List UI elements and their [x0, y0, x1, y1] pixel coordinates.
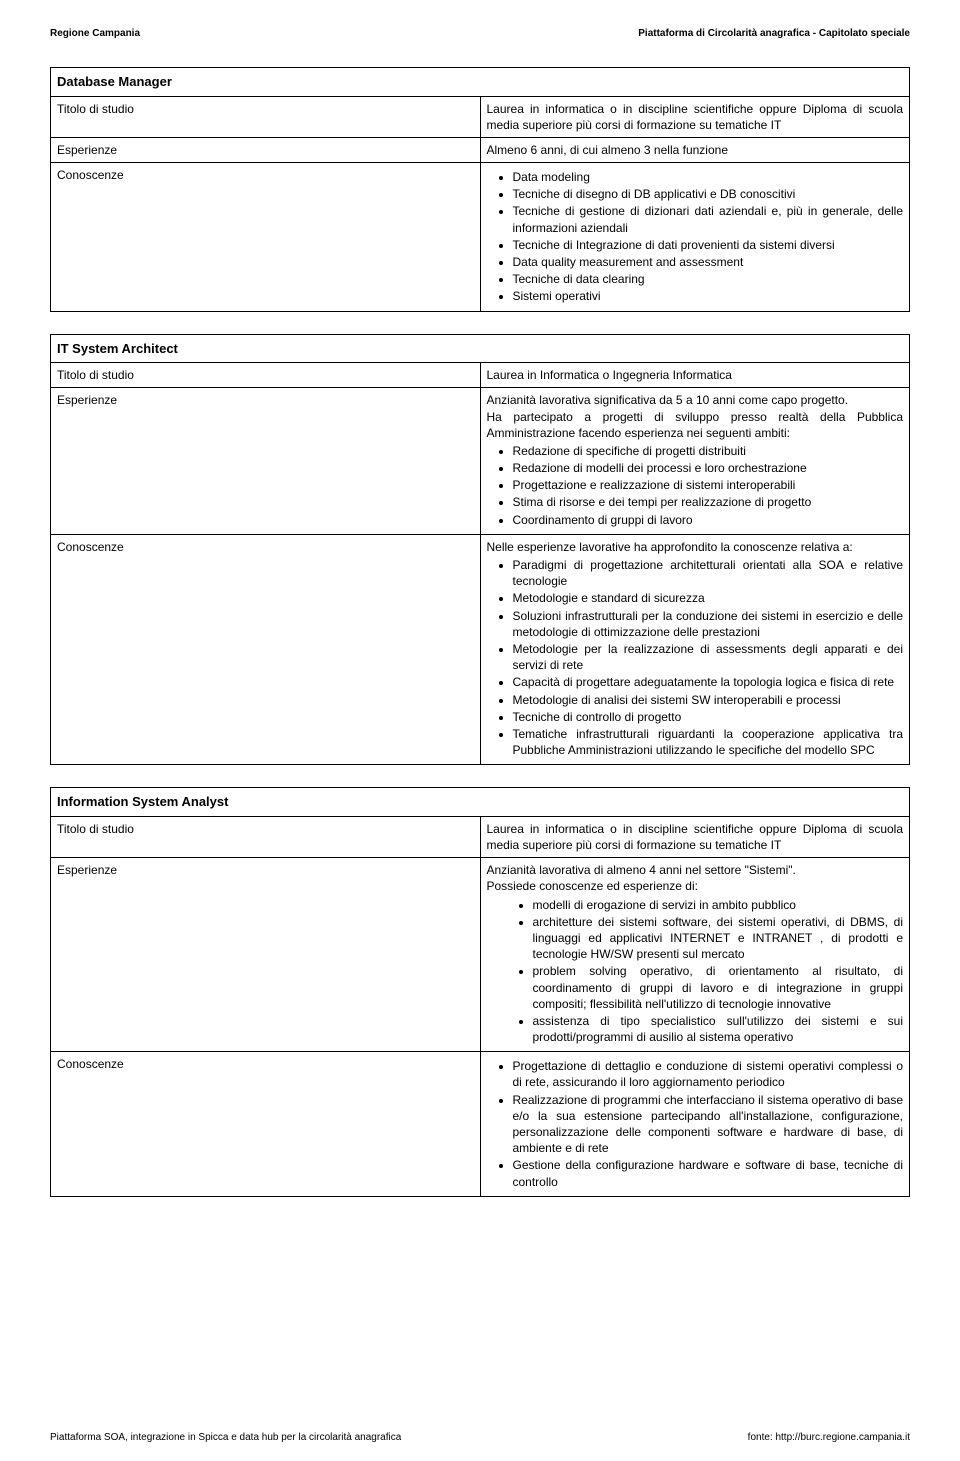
row-content: Laurea in informatica o in discipline sc… — [480, 96, 910, 137]
page: Regione Campania Piattaforma di Circolar… — [0, 0, 960, 1461]
row-content: Anzianità lavorativa di almeno 4 anni ne… — [480, 858, 910, 1052]
row-label: Titolo di studio — [51, 96, 481, 137]
row-content: Nelle esperienze lavorative ha approfond… — [480, 534, 910, 764]
bullet-item: modelli di erogazione di servizi in ambi… — [533, 897, 904, 913]
role-title: IT System Architect — [51, 334, 910, 363]
role-table: IT System ArchitectTitolo di studioLaure… — [50, 334, 910, 766]
row-content: Anzianità lavorativa significativa da 5 … — [480, 388, 910, 535]
bullet-item: Metodologie per la realizzazione di asse… — [513, 641, 904, 673]
bullet-list: Redazione di specifiche di progetti dist… — [487, 443, 904, 528]
header-right: Piattaforma di Circolarità anagrafica - … — [638, 28, 910, 39]
intro-text: Possiede conoscenze ed esperienze di: — [487, 878, 904, 894]
intro-text: Anzianità lavorativa significativa da 5 … — [487, 392, 904, 408]
role-title: Database Manager — [51, 68, 910, 97]
role-title: Information System Analyst — [51, 788, 910, 817]
bullet-item: Soluzioni infrastrutturali per la conduz… — [513, 608, 904, 640]
bullet-list: modelli di erogazione di servizi in ambi… — [487, 897, 904, 1046]
roles-container: Database ManagerTitolo di studioLaurea i… — [50, 67, 910, 1197]
footer-right: fonte: http://burc.regione.campania.it — [748, 1432, 910, 1443]
row-content: Laurea in informatica o in discipline sc… — [480, 816, 910, 857]
bullet-item: Redazione di modelli dei processi e loro… — [513, 460, 904, 476]
bullet-list: Paradigmi di progettazione architettural… — [487, 557, 904, 758]
row-content: Almeno 6 anni, di cui almeno 3 nella fun… — [480, 137, 910, 162]
row-label: Esperienze — [51, 388, 481, 535]
bullet-item: Redazione di specifiche di progetti dist… — [513, 443, 904, 459]
row-content: Laurea in Informatica o Ingegneria Infor… — [480, 363, 910, 388]
footer-left: Piattaforma SOA, integrazione in Spicca … — [50, 1432, 401, 1443]
page-header: Regione Campania Piattaforma di Circolar… — [50, 28, 910, 39]
row-label: Conoscenze — [51, 1052, 481, 1197]
header-left: Regione Campania — [50, 28, 140, 39]
bullet-item: Realizzazione di programmi che interfacc… — [513, 1092, 904, 1157]
bullet-item: architetture dei sistemi software, dei s… — [533, 914, 904, 963]
bullet-item: Metodologie e standard di sicurezza — [513, 590, 904, 606]
bullet-item: Progettazione di dettaglio e conduzione … — [513, 1058, 904, 1090]
row-label: Titolo di studio — [51, 816, 481, 857]
bullet-item: Progettazione e realizzazione di sistemi… — [513, 477, 904, 493]
page-footer: Piattaforma SOA, integrazione in Spicca … — [50, 1432, 910, 1443]
row-label: Conoscenze — [51, 534, 481, 764]
bullet-item: assistenza di tipo specialistico sull'ut… — [533, 1013, 904, 1045]
bullet-item: Sistemi operativi — [513, 288, 904, 304]
bullet-item: Tematiche infrastrutturali riguardanti l… — [513, 726, 904, 758]
bullet-list: Progettazione di dettaglio e conduzione … — [487, 1058, 904, 1190]
row-label: Esperienze — [51, 137, 481, 162]
bullet-item: Tecniche di gestione di dizionari dati a… — [513, 203, 904, 235]
bullet-item: Data modeling — [513, 169, 904, 185]
role-table: Database ManagerTitolo di studioLaurea i… — [50, 67, 910, 312]
intro-text: Anzianità lavorativa di almeno 4 anni ne… — [487, 862, 904, 878]
bullet-item: Tecniche di data clearing — [513, 271, 904, 287]
role-table: Information System AnalystTitolo di stud… — [50, 787, 910, 1196]
row-label: Esperienze — [51, 858, 481, 1052]
bullet-item: Tecniche di controllo di progetto — [513, 709, 904, 725]
bullet-item: problem solving operativo, di orientamen… — [533, 963, 904, 1012]
intro-text: Nelle esperienze lavorative ha approfond… — [487, 539, 904, 555]
row-content: Progettazione di dettaglio e conduzione … — [480, 1052, 910, 1197]
bullet-item: Stima di risorse e dei tempi per realizz… — [513, 494, 904, 510]
bullet-item: Capacità di progettare adeguatamente la … — [513, 674, 904, 690]
bullet-item: Metodologie di analisi dei sistemi SW in… — [513, 692, 904, 708]
row-label: Conoscenze — [51, 163, 481, 312]
bullet-item: Gestione della configurazione hardware e… — [513, 1157, 904, 1189]
intro-text: Ha partecipato a progetti di sviluppo pr… — [487, 409, 904, 441]
bullet-item: Tecniche di disegno di DB applicativi e … — [513, 186, 904, 202]
bullet-item: Data quality measurement and assessment — [513, 254, 904, 270]
bullet-item: Coordinamento di gruppi di lavoro — [513, 512, 904, 528]
row-label: Titolo di studio — [51, 363, 481, 388]
bullet-item: Paradigmi di progettazione architettural… — [513, 557, 904, 589]
bullet-list: Data modelingTecniche di disegno di DB a… — [487, 169, 904, 305]
row-content: Data modelingTecniche di disegno di DB a… — [480, 163, 910, 312]
bullet-item: Tecniche di Integrazione di dati proveni… — [513, 237, 904, 253]
